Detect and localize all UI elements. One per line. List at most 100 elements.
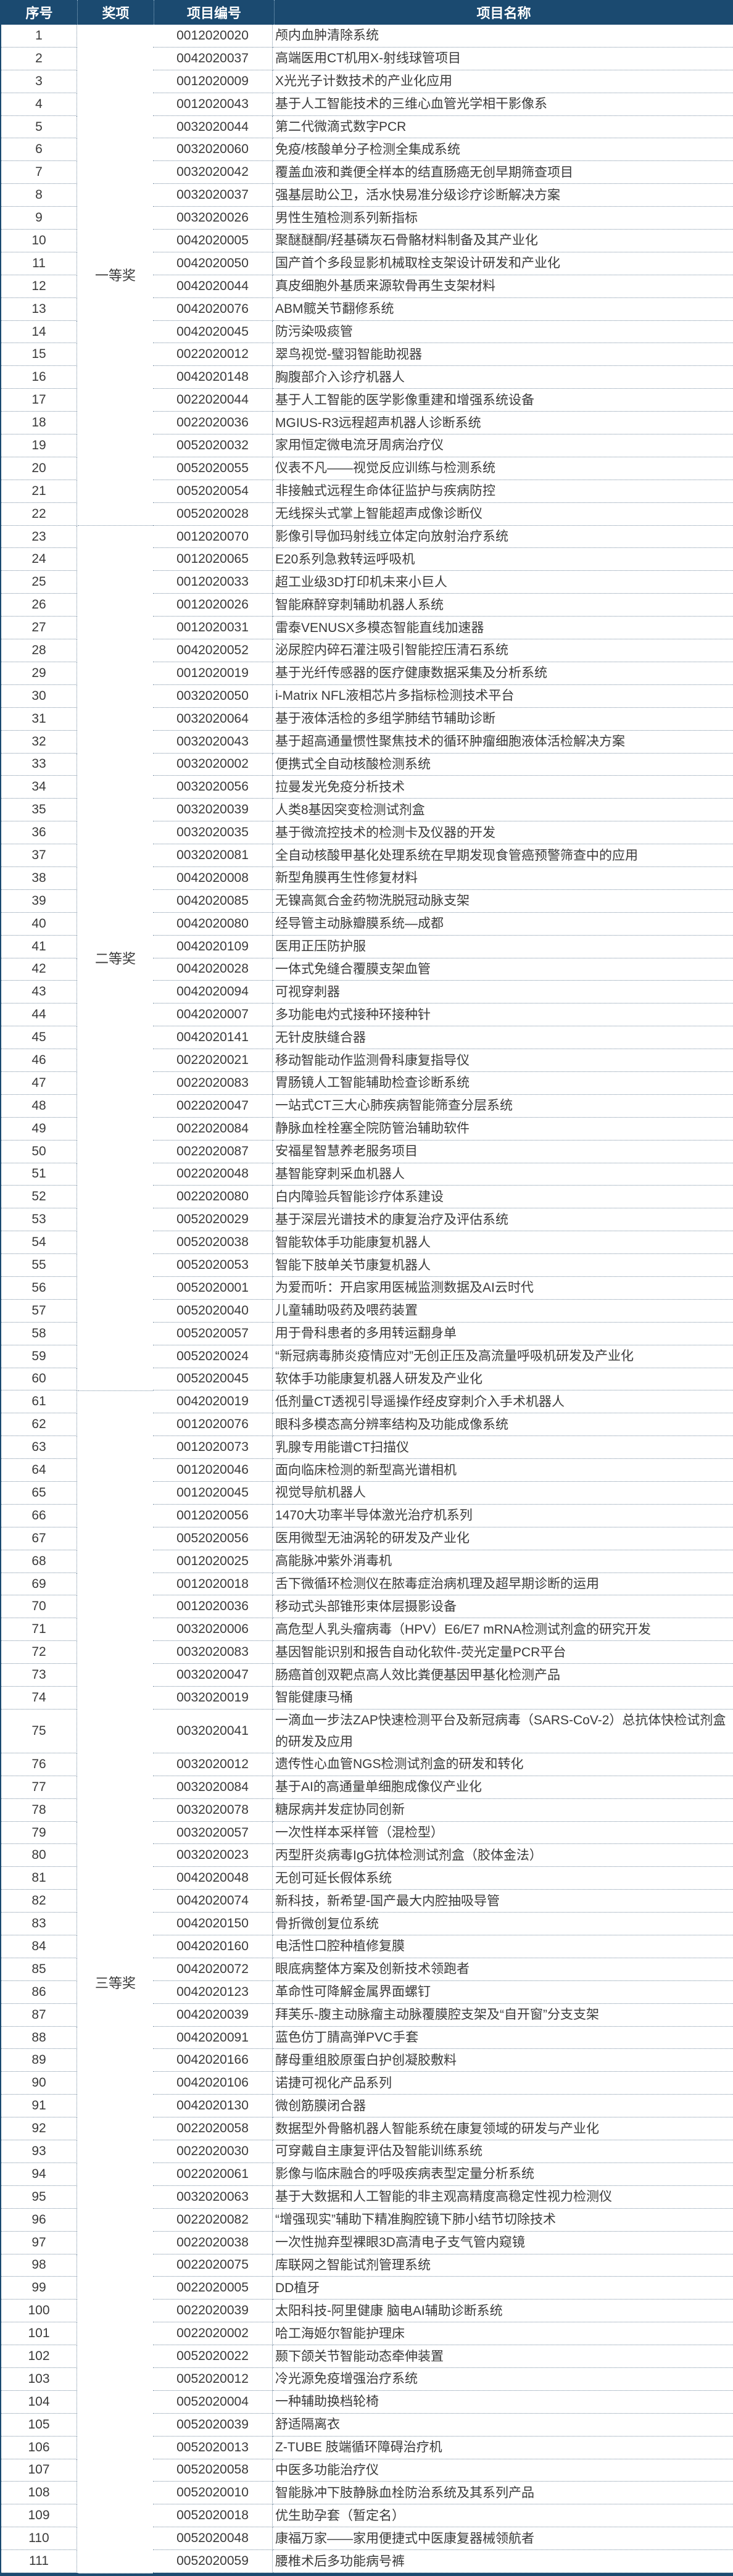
row-number: 46 (1, 1049, 77, 1072)
row-number: 111 (1, 2550, 77, 2573)
row-number: 88 (1, 2026, 77, 2050)
table-row: 5 0032020044 第二代微滴式数字PCR (1, 115, 733, 139)
project-name: 微创筋膜闭合器 (273, 2095, 733, 2118)
award-level: 三等奖 (78, 1391, 153, 2574)
project-code: 0012020018 (153, 1573, 273, 1596)
table-row: 91 0042020130 微创筋膜闭合器 (1, 2095, 733, 2118)
project-name: 第二代微滴式数字PCR (273, 116, 733, 139)
row-number: 87 (1, 2003, 77, 2027)
table-row: 44 0042020007 多功能电灼式接种环接种针 (1, 1003, 733, 1027)
project-name: 一种辅助换档轮椅 (273, 2391, 733, 2414)
project-name: 冷光源免疫增强治疗系统 (273, 2368, 733, 2391)
table-row: 87 0042020039 拜芙乐-腹主动脉瘤主动脉覆膜腔支架及“自开窗”分支支架 (1, 2003, 733, 2027)
table-row: 63 0012020073 乳腺专用能谱CT扫描仪 (1, 1436, 733, 1460)
project-name: Z-TUBE 肢端循环障碍治疗机 (273, 2437, 733, 2459)
table-row: 103 0052020012 冷光源免疫增强治疗系统 (1, 2367, 733, 2391)
project-code: 0042020050 (153, 252, 273, 275)
table-row: 38 0042020008 新型角膜再生性修复材料 (1, 866, 733, 890)
project-code: 0022020058 (153, 2117, 273, 2141)
table-row: 40 0042020080 经导管主动脉瓣膜系统—成都 (1, 912, 733, 936)
project-code: 0042020085 (153, 889, 273, 913)
row-number: 103 (1, 2367, 77, 2391)
table-row: 74 0032020019 智能健康马桶 (1, 1687, 733, 1710)
project-name: 基于液体活检的多组学肺结节辅助诊断 (273, 708, 733, 731)
table-row: 61 0042020019 低剂量CT透视引导遥操作经皮穿刺介入手术机器人 (1, 1390, 733, 1414)
project-code: 0012020020 (153, 25, 273, 48)
table-row: 102 0052020022 颞下颌关节智能动态牵伸装置 (1, 2345, 733, 2368)
row-number: 85 (1, 1958, 77, 1981)
row-number: 79 (1, 1821, 77, 1845)
table-row: 57 0052020040 儿童辅助吸药及喂药装置 (1, 1299, 733, 1323)
project-code: 0042020005 (153, 230, 273, 252)
table-row: 19 0052020032 家用恒定微电流牙周病治疗仪 (1, 434, 733, 457)
project-code: 0052020057 (153, 1322, 273, 1345)
project-code: 0022020021 (153, 1049, 273, 1072)
project-name: 康福万家——家用便捷式中医康复器械领航者 (273, 2527, 733, 2551)
project-name: 数据型外骨骼机器人智能系统在康复领域的研发与产业化 (273, 2117, 733, 2141)
project-code: 0042020094 (153, 981, 273, 1004)
table-row: 80 0032020023 丙型肝炎病毒IgG抗体检测试剂盒（胶体金法） (1, 1844, 733, 1868)
project-name: 智能脉冲下肢静脉血栓防治系统及其系列产品 (273, 2482, 733, 2505)
project-name: 医用正压防护服 (273, 936, 733, 958)
project-code: 0052020004 (153, 2390, 273, 2414)
project-code: 0042020045 (153, 320, 273, 344)
table-row: 88 0042020091 蓝色仿丁腈高弹PVC手套 (1, 2026, 733, 2050)
table-row: 111 0052020059 腰椎术后多功能病号裤 (1, 2550, 733, 2573)
project-code: 0052020045 (153, 1368, 273, 1391)
project-name: X光光子计数技术的产业化应用 (273, 70, 733, 93)
project-code: 0042020148 (153, 366, 273, 389)
project-name: 颅内血肿清除系统 (273, 25, 733, 48)
project-code: 0052020048 (153, 2527, 273, 2551)
table-row: 15 0022020012 翠鸟视觉-璧羽智能助视器 (1, 343, 733, 367)
header-award: 奖项 (78, 0, 154, 25)
table-row: 26 0012020026 智能麻醉穿刺辅助机器人系统 (1, 594, 733, 617)
row-number: 29 (1, 662, 77, 685)
table-row: 108 0052020010 智能脉冲下肢静脉血栓防治系统及其系列产品 (1, 2482, 733, 2505)
table-row: 106 0052020013 Z-TUBE 肢端循环障碍治疗机 (1, 2436, 733, 2459)
table-row: 46 0022020021 移动智能动作监测骨科康复指导仪 (1, 1049, 733, 1072)
row-number: 76 (1, 1753, 77, 1776)
table-row: 93 0022020030 可穿戴自主康复评估及智能训练系统 (1, 2140, 733, 2163)
project-name: 影像引导伽玛射线立体定向放射治疗系统 (273, 526, 733, 549)
row-number: 65 (1, 1482, 77, 1505)
row-number: 12 (1, 275, 77, 298)
project-name: 全自动核酸甲基化处理系统在早期发现食管癌预警筛查中的应用 (273, 844, 733, 867)
table-row: 73 0032020047 肠癌首创双靶点高人效比粪便基因甲基化检测产品 (1, 1664, 733, 1687)
row-number: 16 (1, 366, 77, 389)
project-code: 0042020044 (153, 275, 273, 298)
table-row: 52 0022020080 白内障验兵智能诊疗体系建设 (1, 1186, 733, 1209)
row-number: 86 (1, 1980, 77, 2004)
table-header: 序号 奖项 项目编号 项目名称 (1, 0, 733, 25)
table-row: 65 0012020045 视觉导航机器人 (1, 1482, 733, 1505)
project-name: 高危型人乳头瘤病毒（HPV）E6/E7 mRNA检测试剂盒的研究开发 (273, 1618, 733, 1642)
project-code: 0042020028 (153, 958, 273, 981)
row-number: 24 (1, 548, 77, 571)
row-number: 84 (1, 1935, 77, 1958)
project-name: 移动智能动作监测骨科康复指导仪 (273, 1049, 733, 1072)
row-number: 67 (1, 1527, 77, 1550)
row-number: 53 (1, 1208, 77, 1232)
project-name: 医用微型无油涡轮的研发及产业化 (273, 1527, 733, 1550)
project-code: 0012020046 (153, 1459, 273, 1482)
row-number: 52 (1, 1186, 77, 1209)
row-number: 109 (1, 2504, 77, 2528)
row-number: 27 (1, 617, 77, 640)
row-number: 40 (1, 912, 77, 936)
project-name: 骨折微创复位系统 (273, 1913, 733, 1936)
row-number: 107 (1, 2459, 77, 2482)
row-number: 106 (1, 2436, 77, 2459)
project-code: 0052020032 (153, 434, 273, 457)
row-number: 61 (1, 1390, 77, 1414)
table-row: 7 0032020042 覆盖血液和粪便全样本的结直肠癌无创早期筛查项目 (1, 161, 733, 185)
row-number: 68 (1, 1550, 77, 1573)
row-number: 45 (1, 1026, 77, 1050)
table-row: 83 0042020150 骨折微创复位系统 (1, 1913, 733, 1936)
project-code: 0032020078 (153, 1798, 273, 1822)
project-code: 0012020070 (153, 525, 273, 549)
table-row: 72 0032020083 基因智能识别和报告自动化软件-荧光定量PCR平台 (1, 1641, 733, 1664)
project-code: 0012020045 (153, 1482, 273, 1505)
table-row: 42 0042020028 一体式免缝合覆膜支架血管 (1, 958, 733, 981)
row-number: 95 (1, 2185, 77, 2209)
project-name: 人类8基因突变检测试剂盒 (273, 799, 733, 822)
row-number: 43 (1, 981, 77, 1004)
